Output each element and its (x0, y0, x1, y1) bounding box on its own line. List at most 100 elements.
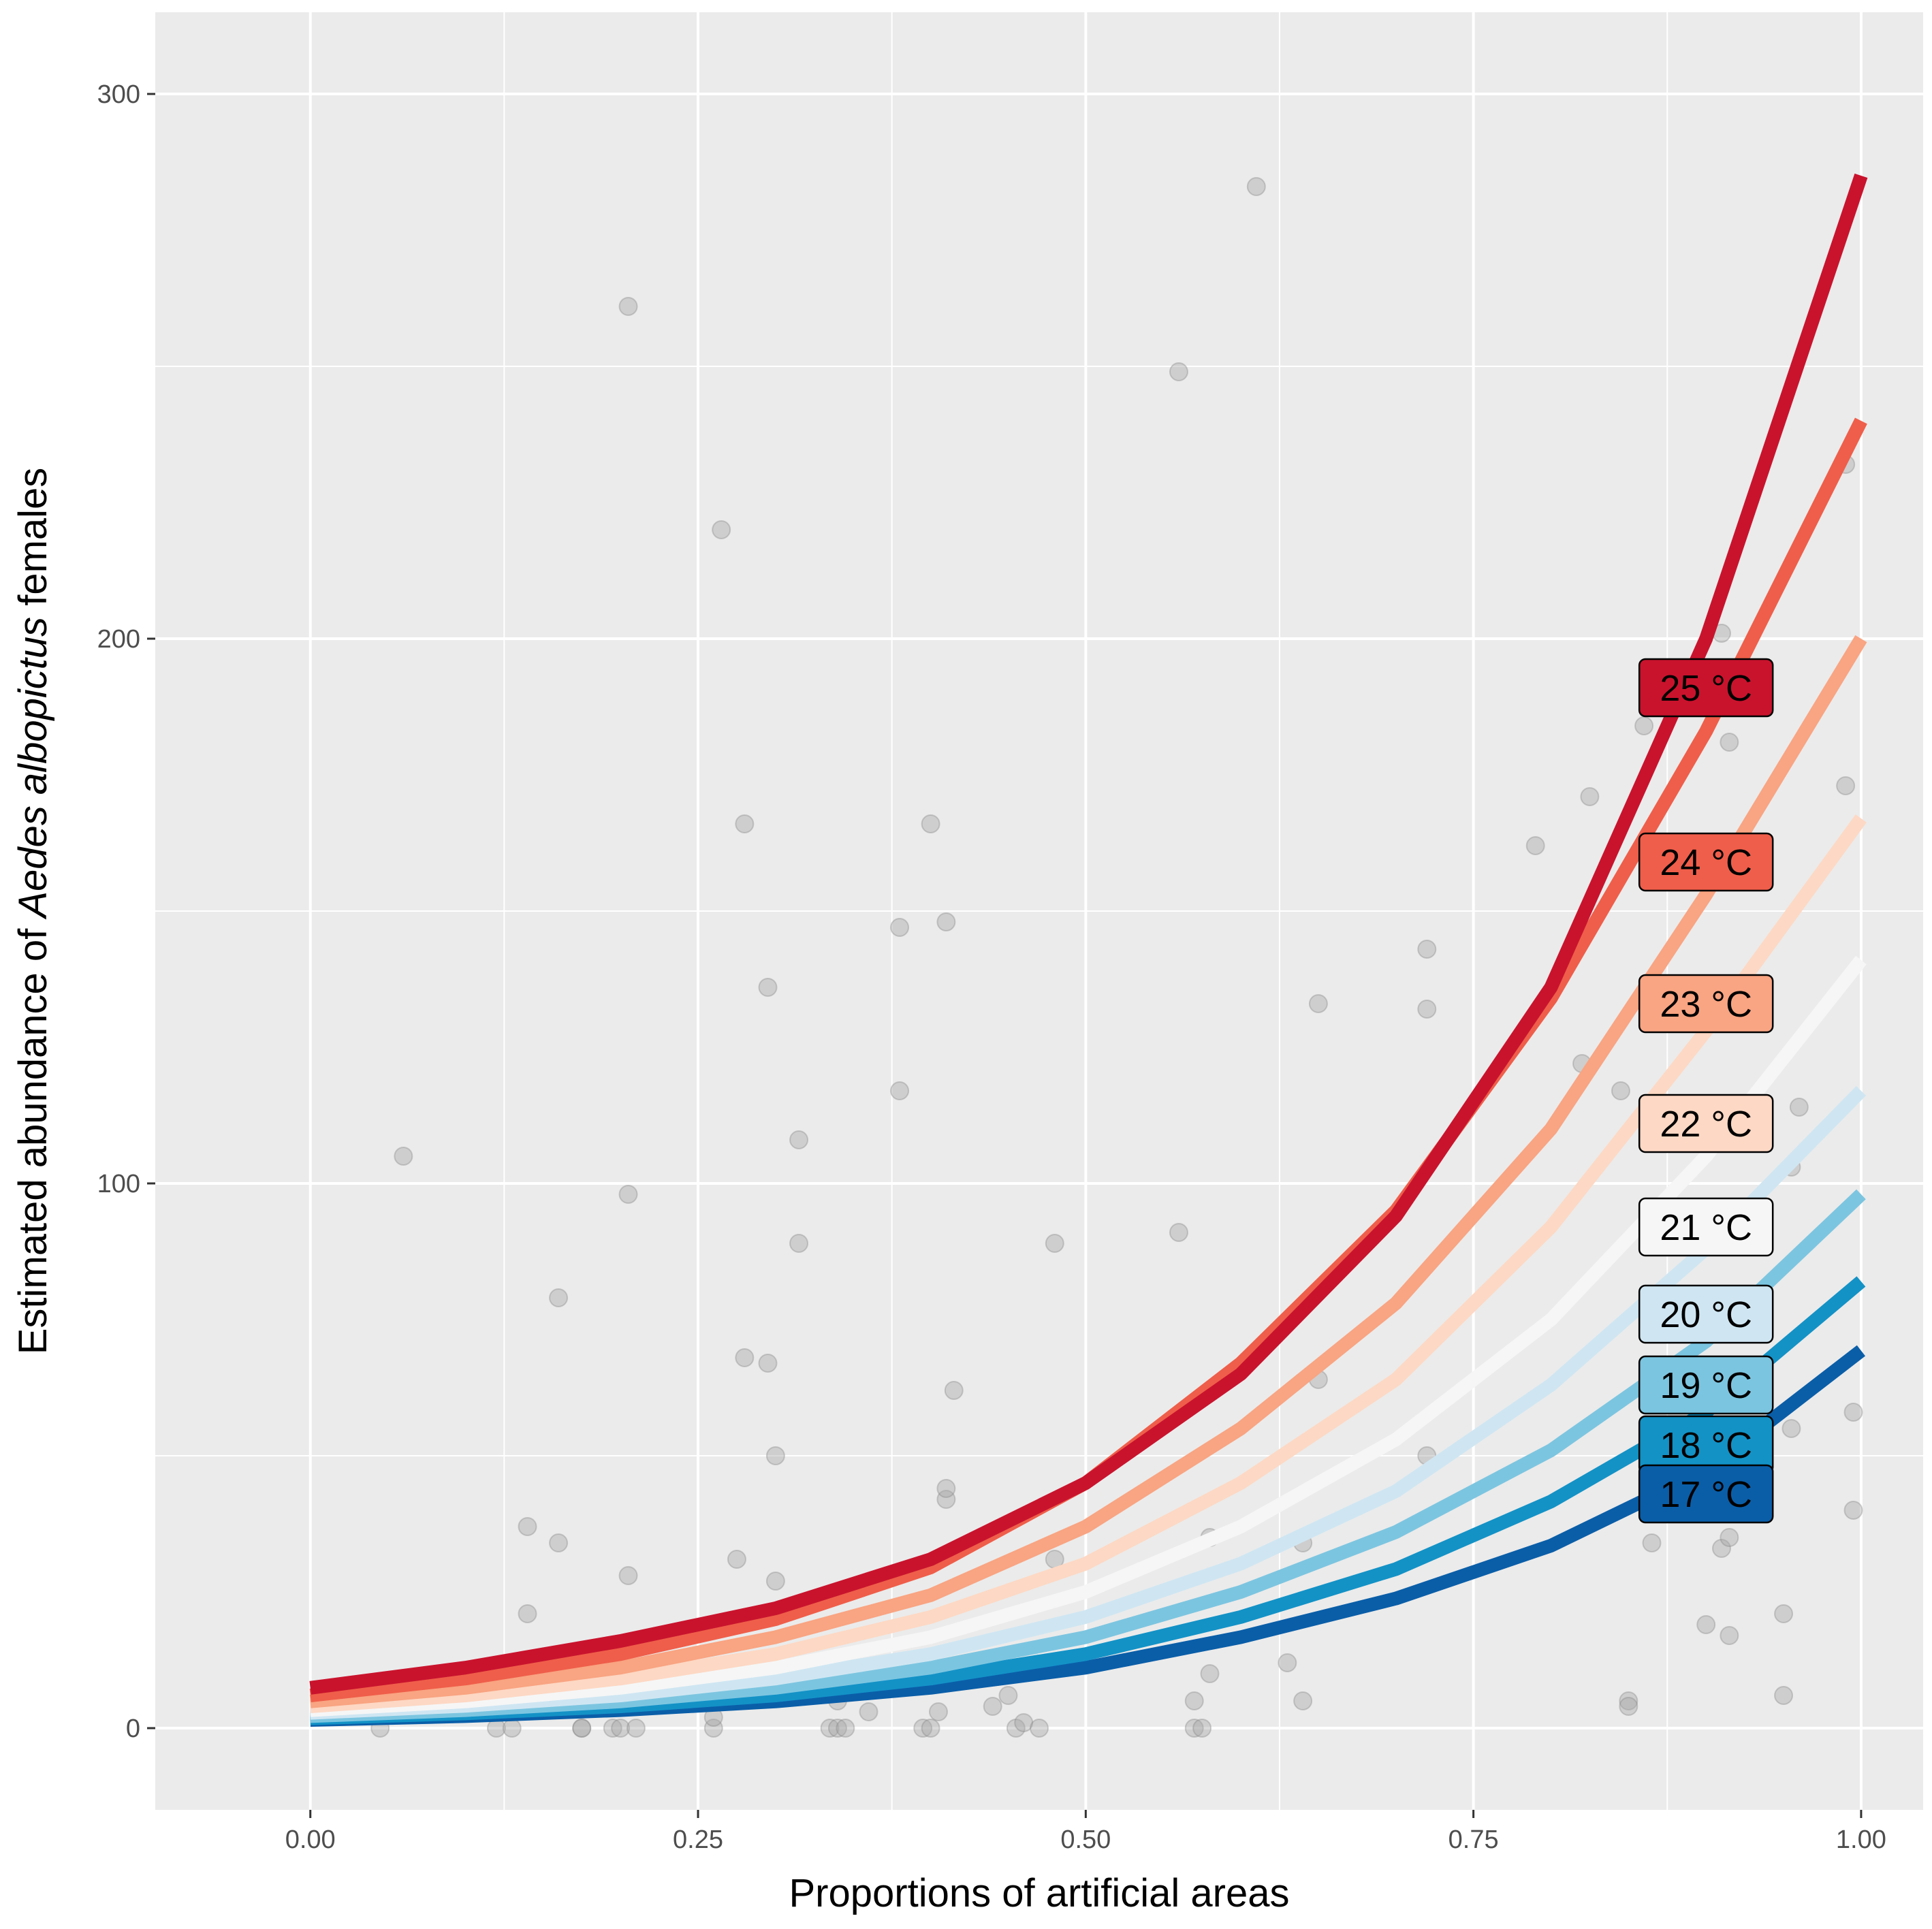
data-point (549, 1288, 569, 1307)
data-point (1308, 994, 1328, 1013)
data-point (944, 1381, 964, 1400)
data-point (1634, 716, 1654, 735)
y-axis: 0 100 200 300 (97, 80, 155, 1743)
data-point (928, 1702, 948, 1721)
data-point (618, 1185, 638, 1204)
data-point (518, 1517, 537, 1536)
data-point (1192, 1719, 1212, 1738)
data-point (703, 1719, 723, 1738)
temperature-badge (1638, 1094, 1774, 1153)
data-point (936, 1479, 956, 1498)
temperature-badge-label: 21 °C (1660, 1207, 1752, 1248)
series-line (310, 955, 1867, 1717)
data-point (572, 1719, 592, 1738)
temperature-badge-label: 18 °C (1660, 1425, 1752, 1466)
data-point (712, 520, 731, 539)
data-point (1774, 1686, 1794, 1705)
data-point (394, 1147, 413, 1166)
y-tick-label: 0 (126, 1715, 140, 1743)
data-point (1014, 1713, 1034, 1732)
data-point (921, 814, 940, 833)
x-axis: 0.00 0.25 0.50 0.75 1.00 (285, 1810, 1886, 1854)
data-point (1417, 1000, 1437, 1019)
data-point (1789, 1098, 1809, 1117)
data-point (1045, 1234, 1064, 1253)
series-line (309, 635, 1867, 1708)
data-point (890, 1081, 910, 1100)
data-point (765, 1446, 785, 1465)
data-point (827, 1719, 847, 1738)
data-point (1184, 1691, 1204, 1710)
data-point (735, 1348, 755, 1367)
data-point (626, 1719, 646, 1738)
y-axis-title-suffix: females (11, 468, 55, 617)
data-point (1619, 1691, 1638, 1710)
data-point (1184, 1719, 1204, 1738)
data-point (789, 1234, 809, 1253)
data-point (789, 1130, 809, 1149)
data-point (727, 1550, 746, 1569)
temperature-badge (1638, 832, 1774, 892)
y-axis-title: Estimated abundance of Aedes albopictus … (11, 468, 55, 1355)
data-point (983, 1697, 1002, 1716)
data-point (1843, 1501, 1863, 1520)
temperature-badge-label: 24 °C (1660, 842, 1752, 883)
temperature-badge (1638, 974, 1774, 1034)
temperature-badge-label: 25 °C (1660, 668, 1752, 709)
data-point (1030, 1719, 1049, 1738)
y-tick-label: 200 (97, 625, 140, 654)
series-line (309, 814, 1867, 1713)
data-point (618, 297, 638, 316)
data-point (1720, 733, 1739, 752)
data-point (890, 918, 910, 937)
data-point (1169, 362, 1188, 381)
data-point (1580, 787, 1600, 806)
data-point (820, 1719, 840, 1738)
temperature-badge (1638, 1197, 1774, 1257)
temperature-badge-label: 17 °C (1660, 1474, 1752, 1515)
data-point (611, 1719, 631, 1738)
data-point (1642, 1533, 1662, 1552)
data-point (758, 1354, 778, 1373)
temperature-badge (1638, 1464, 1774, 1524)
temperature-badge (1638, 658, 1774, 718)
temperature-badge (1638, 1355, 1774, 1415)
y-axis-title-prefix: Estimated abundance of (11, 918, 55, 1355)
data-point (1246, 177, 1266, 196)
data-point (518, 1604, 537, 1623)
data-point (1169, 1223, 1188, 1242)
data-point (603, 1719, 622, 1738)
data-point (758, 978, 778, 997)
data-point (1720, 1626, 1739, 1645)
x-tick-label: 0.00 (285, 1826, 336, 1854)
data-point (1200, 1664, 1220, 1683)
data-point (735, 814, 755, 833)
data-point (936, 912, 956, 931)
data-point (1781, 1419, 1801, 1438)
data-point (765, 1572, 785, 1591)
data-point (1611, 1081, 1630, 1100)
x-tick-label: 1.00 (1836, 1826, 1886, 1854)
data-point (1619, 1697, 1638, 1716)
x-axis-title: Proportions of artificial areas (789, 1871, 1290, 1915)
temperature-badge (1638, 1284, 1774, 1344)
x-tick-label: 0.50 (1060, 1826, 1111, 1854)
x-tick-label: 0.75 (1448, 1826, 1499, 1854)
data-point (1720, 1528, 1739, 1547)
temperature-badge-label: 20 °C (1660, 1294, 1752, 1335)
temperature-badge-label: 19 °C (1660, 1365, 1752, 1406)
series-line (309, 173, 1868, 1695)
major-gridlines (155, 12, 1923, 1810)
data-point (1836, 776, 1856, 795)
temperature-badge-label: 22 °C (1660, 1104, 1752, 1145)
data-point (1293, 1691, 1313, 1710)
data-point (836, 1719, 855, 1738)
y-axis-title-species: Aedes albopictus (11, 617, 55, 920)
data-point (618, 1566, 638, 1585)
data-point (1843, 1403, 1863, 1422)
data-point (1711, 1539, 1731, 1558)
temperature-badge-label: 23 °C (1660, 984, 1752, 1025)
y-tick-label: 100 (97, 1170, 140, 1198)
data-point (998, 1686, 1018, 1705)
